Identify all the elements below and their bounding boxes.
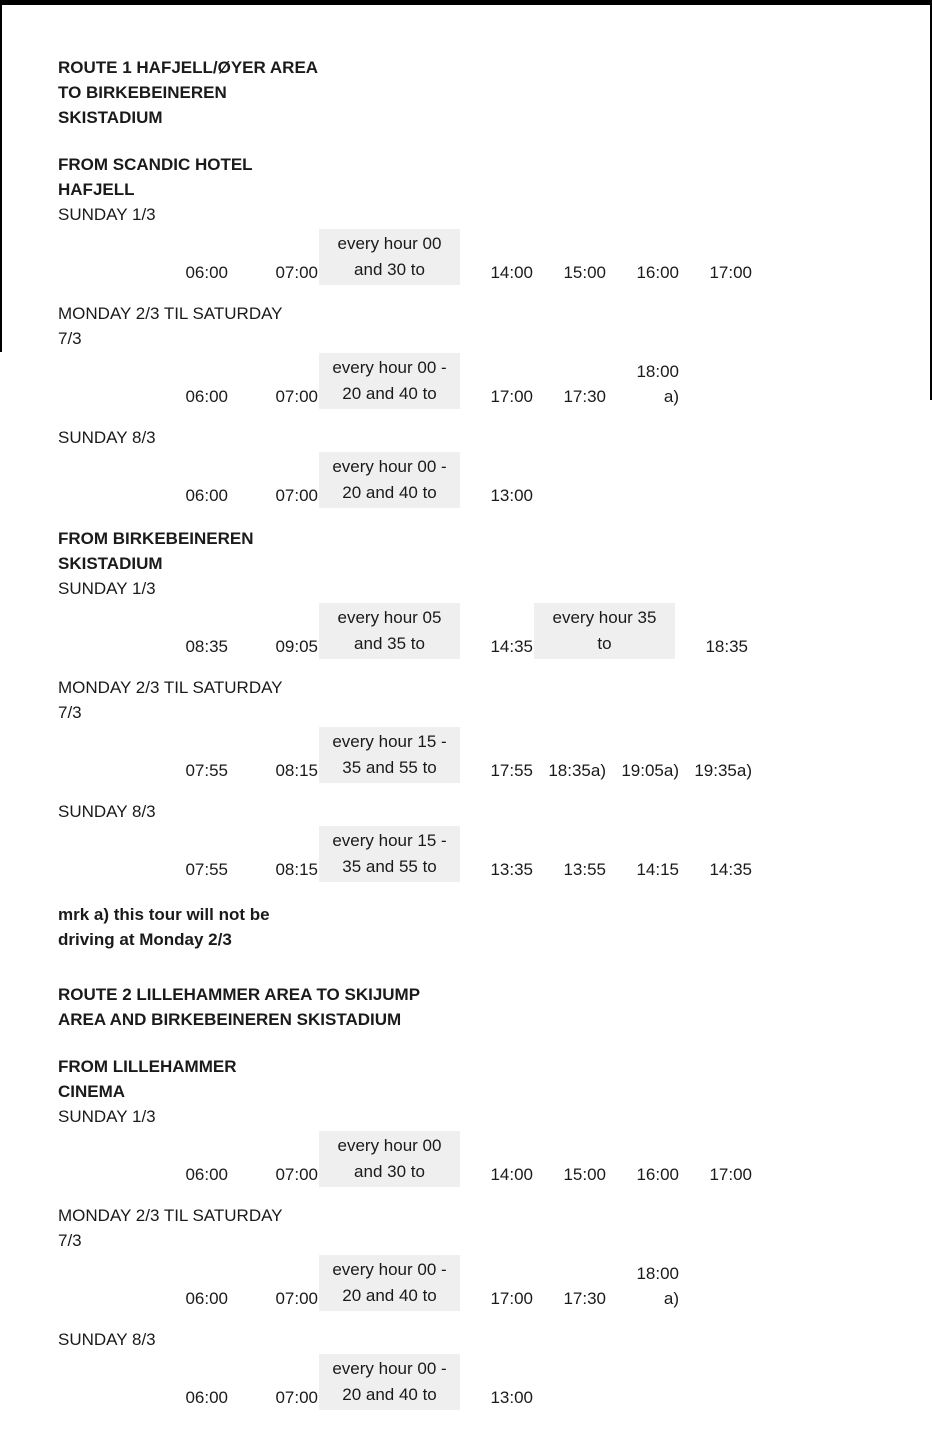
time-cell: 17:30 xyxy=(563,387,606,406)
schedule-block: MONDAY 2/3 TIL SATURDAY 7/3 06:00 07:00 … xyxy=(58,1203,892,1311)
frequency-note-cell: every hour 05 and 35 to xyxy=(319,603,460,659)
time-cell: 14:35 xyxy=(709,860,752,879)
day-label: SUNDAY 8/3 xyxy=(58,428,156,447)
stop-name: FROM BIRKEBEINEREN SKISTADIUM xyxy=(58,529,254,573)
frequency-note-cell: every hour 15 - 35 and 55 to xyxy=(319,727,460,783)
time-cell: 19:05a) xyxy=(621,761,679,780)
time-cell: 17:00 xyxy=(709,263,752,282)
schedule-block: SUNDAY 8/3 06:00 07:00 every hour 00 - 2… xyxy=(58,1327,892,1410)
frequency-note-cell: every hour 00 - 20 and 40 to xyxy=(319,1255,460,1311)
time-cell: 14:00 xyxy=(490,1165,533,1184)
time-cell: 07:00 xyxy=(275,1388,318,1407)
day-label: SUNDAY 1/3 xyxy=(58,1107,156,1126)
time-cell: 18:00 a) xyxy=(636,1264,679,1308)
day-label: MONDAY 2/3 TIL SATURDAY 7/3 xyxy=(58,304,283,348)
page-left-border xyxy=(0,0,2,352)
schedule-block: SUNDAY 8/3 07:55 08:15 every hour 15 - 3… xyxy=(58,799,892,882)
timetable-row: 06:00 07:00 every hour 00 - 20 and 40 to… xyxy=(58,452,892,508)
page-right-border xyxy=(930,0,932,400)
time-cell: 17:55 xyxy=(490,761,533,780)
time-cell: 06:00 xyxy=(185,1289,228,1308)
frequency-note-cell: every hour 00 and 30 to xyxy=(319,1131,460,1187)
schedule-block: SUNDAY 8/3 06:00 07:00 every hour 00 - 2… xyxy=(58,425,892,508)
time-cell: 06:00 xyxy=(185,1165,228,1184)
time-cell: 07:00 xyxy=(275,486,318,505)
time-cell: 07:55 xyxy=(185,860,228,879)
timetable-row: 08:35 09:05 every hour 05 and 35 to 14:3… xyxy=(58,603,892,659)
time-cell: 07:00 xyxy=(275,263,318,282)
time-cell: 06:00 xyxy=(185,387,228,406)
time-cell: 09:05 xyxy=(275,637,318,656)
time-cell: 08:15 xyxy=(275,761,318,780)
time-cell: 14:35 xyxy=(490,637,533,656)
route2-title: ROUTE 2 LILLEHAMMER AREA TO SKIJUMP AREA… xyxy=(58,985,421,1029)
time-cell: 15:00 xyxy=(563,263,606,282)
stop-birkebeineren: FROM BIRKEBEINEREN SKISTADIUM SUNDAY 1/3… xyxy=(58,526,892,882)
day-label: SUNDAY 8/3 xyxy=(58,802,156,821)
stop-name: FROM SCANDIC HOTEL HAFJELL xyxy=(58,155,253,199)
time-cell: 15:00 xyxy=(563,1165,606,1184)
time-cell: 18:35a) xyxy=(548,761,606,780)
day-label: SUNDAY 1/3 xyxy=(58,579,156,598)
time-cell: 08:35 xyxy=(185,637,228,656)
schedule-block: SUNDAY 1/3 06:00 07:00 every hour 00 and… xyxy=(58,1104,892,1187)
time-cell: 07:00 xyxy=(275,387,318,406)
stop-scandic-hotel: FROM SCANDIC HOTEL HAFJELL SUNDAY 1/3 06… xyxy=(58,152,892,508)
time-cell: 13:55 xyxy=(563,860,606,879)
time-cell: 17:00 xyxy=(709,1165,752,1184)
day-label: MONDAY 2/3 TIL SATURDAY 7/3 xyxy=(58,1206,283,1250)
time-cell: 07:00 xyxy=(275,1165,318,1184)
timetable-row: 06:00 07:00 every hour 00 - 20 and 40 to… xyxy=(58,353,892,409)
frequency-note-cell: every hour 00 and 30 to xyxy=(319,229,460,285)
timetable-row: 06:00 07:00 every hour 00 and 30 to 14:0… xyxy=(58,229,892,285)
time-cell: 13:00 xyxy=(490,486,533,505)
footnote-mrk-a: mrk a) this tour will not be driving at … xyxy=(58,905,270,949)
timetable-row: 06:00 07:00 every hour 00 - 20 and 40 to… xyxy=(58,1354,892,1410)
schedule-block: MONDAY 2/3 TIL SATURDAY 7/3 07:55 08:15 … xyxy=(58,675,892,783)
time-cell: 07:55 xyxy=(185,761,228,780)
time-cell: 18:00 a) xyxy=(636,362,679,406)
stop-name: FROM LILLEHAMMER CINEMA xyxy=(58,1057,237,1101)
time-cell: 06:00 xyxy=(185,486,228,505)
frequency-note-cell: every hour 00 - 20 and 40 to xyxy=(319,1354,460,1410)
stop-lillehammer-cinema: FROM LILLEHAMMER CINEMA SUNDAY 1/3 06:00… xyxy=(58,1054,892,1410)
timetable-row: 06:00 07:00 every hour 00 and 30 to 14:0… xyxy=(58,1131,892,1187)
time-cell: 18:35 xyxy=(705,637,748,656)
time-cell: 17:00 xyxy=(490,387,533,406)
time-cell: 16:00 xyxy=(636,1165,679,1184)
time-cell: 08:15 xyxy=(275,860,318,879)
page-top-border xyxy=(0,0,932,5)
time-cell: 07:00 xyxy=(275,1289,318,1308)
time-cell: 06:00 xyxy=(185,1388,228,1407)
timetable-row: 06:00 07:00 every hour 00 - 20 and 40 to… xyxy=(58,1255,892,1311)
frequency-note-cell: every hour 35 to xyxy=(534,603,675,659)
time-cell: 13:35 xyxy=(490,860,533,879)
time-cell: 19:35a) xyxy=(694,761,752,780)
day-label: SUNDAY 8/3 xyxy=(58,1330,156,1349)
time-cell: 14:15 xyxy=(636,860,679,879)
frequency-note-cell: every hour 00 - 20 and 40 to xyxy=(319,353,460,409)
time-cell: 13:00 xyxy=(490,1388,533,1407)
day-label: MONDAY 2/3 TIL SATURDAY 7/3 xyxy=(58,678,283,722)
time-cell: 14:00 xyxy=(490,263,533,282)
schedule-block: SUNDAY 1/3 08:35 09:05 every hour 05 and… xyxy=(58,576,892,659)
timetable-row: 07:55 08:15 every hour 15 - 35 and 55 to… xyxy=(58,826,892,882)
timetable-row: 07:55 08:15 every hour 15 - 35 and 55 to… xyxy=(58,727,892,783)
time-cell: 17:00 xyxy=(490,1289,533,1308)
day-label: SUNDAY 1/3 xyxy=(58,205,156,224)
route1-title: ROUTE 1 HAFJELL/ØYER AREA TO BIRKEBEINER… xyxy=(58,58,319,127)
frequency-note-cell: every hour 00 - 20 and 40 to xyxy=(319,452,460,508)
time-cell: 17:30 xyxy=(563,1289,606,1308)
schedule-block: SUNDAY 1/3 06:00 07:00 every hour 00 and… xyxy=(58,202,892,285)
time-cell: 06:00 xyxy=(185,263,228,282)
schedule-block: MONDAY 2/3 TIL SATURDAY 7/3 06:00 07:00 … xyxy=(58,301,892,409)
time-cell: 16:00 xyxy=(636,263,679,282)
frequency-note-cell: every hour 15 - 35 and 55 to xyxy=(319,826,460,882)
